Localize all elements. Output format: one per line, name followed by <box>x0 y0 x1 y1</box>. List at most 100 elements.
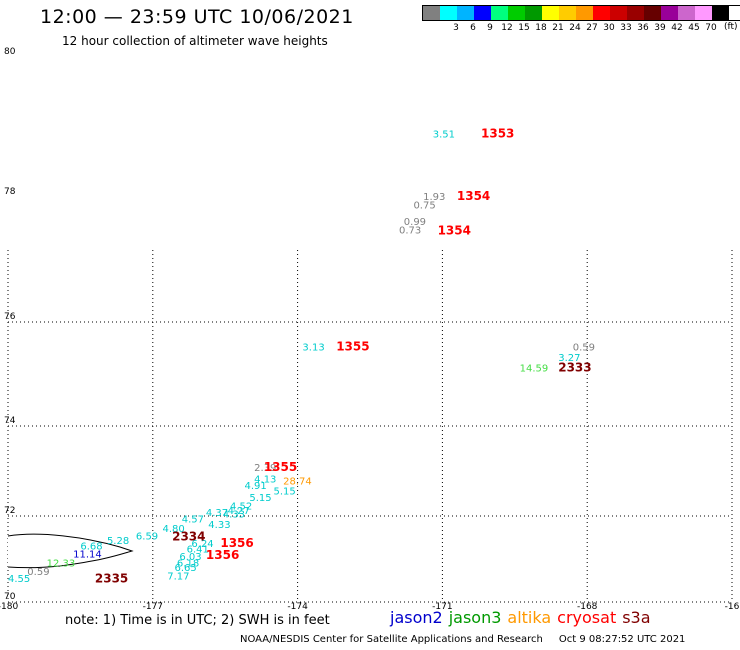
map-title: 12:00 — 23:59 UTC 10/06/2021 <box>40 6 354 28</box>
time-label: 1353 <box>481 127 514 141</box>
lon-tick-label: -177 <box>143 602 163 612</box>
lat-tick-label: 74 <box>4 416 16 426</box>
satellite-jason3: jason3 <box>448 608 502 627</box>
wave-height-label: 4.37 <box>206 508 228 519</box>
wave-height-label: 3.51 <box>433 130 455 141</box>
legend-swatch <box>559 6 576 20</box>
lon-tick-label: -174 <box>287 602 308 612</box>
time-label: 2335 <box>95 572 128 586</box>
legend-swatch <box>678 6 695 20</box>
wave-height-label: 0.75 <box>413 200 435 211</box>
legend-color-bar <box>422 5 740 21</box>
color-legend: 3 6 9 12 15 18 21 24 27 30 33 36 39 42 45 70 <box>422 5 740 35</box>
satellite-altika: altika <box>507 608 552 627</box>
legend-swatch <box>440 6 457 20</box>
wave-height-labels: 3.511.930.750.990.733.270.5914.593.132.3… <box>8 130 595 586</box>
legend-label: 24 <box>569 23 581 33</box>
wave-height-label: 0.59 <box>27 567 49 578</box>
wave-height-label: 3.13 <box>302 343 324 354</box>
wave-height-label: 6.24 <box>191 539 213 550</box>
legend-swatch <box>627 6 644 20</box>
lon-tick-label: -171 <box>432 602 452 612</box>
wave-height-label: 14.59 <box>520 363 549 374</box>
time-label: 2333 <box>558 360 591 374</box>
wave-height-label: 0.73 <box>399 225 421 236</box>
wave-height-label: 2.39 <box>254 463 276 474</box>
credit-line: NOAA/NESDIS Center for Satellite Applica… <box>240 634 685 645</box>
legend-label: 27 <box>586 23 598 33</box>
wave-height-label: 28.74 <box>283 477 312 488</box>
wave-height-label: 4.13 <box>254 474 276 485</box>
wave-height-label: 6.59 <box>136 532 158 543</box>
wave-height-label: 4.27 <box>228 506 250 517</box>
footnote: note: 1) Time is in UTC; 2) SWH is in fe… <box>65 613 330 628</box>
legend-swatch <box>423 6 440 20</box>
wave-height-label: 4.57 <box>182 514 204 525</box>
legend-swatch <box>712 6 729 20</box>
wave-height-label: 6.65 <box>175 563 197 574</box>
time-label: 1355 <box>264 460 297 474</box>
legend-label: 42 <box>671 23 683 33</box>
time-label: 2334 <box>172 530 205 544</box>
wave-height-label: 12.33 <box>47 558 76 569</box>
satellite-s3a: s3a <box>622 608 651 627</box>
lat-tick-label: 80 <box>4 47 16 57</box>
legend-label: 36 <box>637 23 649 33</box>
map-subtitle: 12 hour collection of altimeter wave hei… <box>62 34 328 48</box>
lon-tick-label: -16 <box>725 602 740 612</box>
wave-height-label: 0.99 <box>404 217 426 228</box>
wave-height-label: 1.93 <box>423 192 445 203</box>
legend-label: 45 <box>688 23 700 33</box>
wave-height-label: 0.59 <box>573 343 595 354</box>
legend-swatch <box>661 6 678 20</box>
graticule <box>7 250 733 603</box>
legend-label: 39 <box>654 23 666 33</box>
wave-height-label: 5.28 <box>107 536 129 547</box>
wave-height-label: 11.14 <box>73 550 102 561</box>
wave-height-label: 4.33 <box>208 520 230 531</box>
time-label: 1356 <box>220 536 253 550</box>
wave-height-label: 4.52 <box>230 501 252 512</box>
legend-swatch <box>491 6 508 20</box>
wave-height-label: 5.15 <box>273 486 295 497</box>
wave-height-label: 4.33 <box>223 510 245 521</box>
legend-labels: 3 6 9 12 15 18 21 24 27 30 33 36 39 42 45 70 <box>422 23 740 35</box>
time-label: 1354 <box>457 189 490 203</box>
wave-height-label: 6.03 <box>179 552 201 563</box>
legend-label: 70 <box>705 23 717 33</box>
lat-tick-label: 76 <box>4 312 16 322</box>
legend-swatch <box>457 6 474 20</box>
legend-label: 6 <box>470 23 476 33</box>
legend-swatch <box>474 6 491 20</box>
legend-unit: (ft) <box>724 22 738 32</box>
legend-swatch <box>644 6 661 20</box>
legend-label: 21 <box>552 23 564 33</box>
legend-label: 30 <box>603 23 615 33</box>
lon-tick-label: -180 <box>0 602 18 612</box>
alaska-coastline <box>7 533 134 569</box>
satellite-cryosat: cryosat <box>557 608 617 627</box>
wave-height-label: 3.27 <box>558 353 580 364</box>
legend-label: 3 <box>453 23 459 33</box>
legend-swatch <box>695 6 712 20</box>
wave-height-label: 5.15 <box>249 493 271 504</box>
time-label: 1355 <box>336 340 369 354</box>
legend-label: 9 <box>487 23 493 33</box>
lat-tick-label: 78 <box>4 187 16 197</box>
credit-date: Oct 9 08:27:52 UTC 2021 <box>558 634 686 645</box>
coastline <box>7 533 134 569</box>
legend-swatch <box>610 6 627 20</box>
legend-label: 18 <box>535 23 547 33</box>
wave-height-label: 6.18 <box>177 559 199 570</box>
axis-labels: -180 -177 -174 -171 -168 -16 80 78 76 74 72 70 <box>0 47 740 612</box>
credit-text: NOAA/NESDIS Center for Satellite Applica… <box>240 634 543 645</box>
satellite-legend: jason2 jason3 altika cryosat s3a <box>390 608 657 627</box>
legend-swatch <box>525 6 542 20</box>
legend-swatch <box>508 6 525 20</box>
legend-label: 12 <box>501 23 513 33</box>
wave-height-label: 6.41 <box>187 545 209 556</box>
wave-height-label: 4.91 <box>245 481 267 492</box>
legend-label: 15 <box>518 23 530 33</box>
legend-label: 33 <box>620 23 632 33</box>
